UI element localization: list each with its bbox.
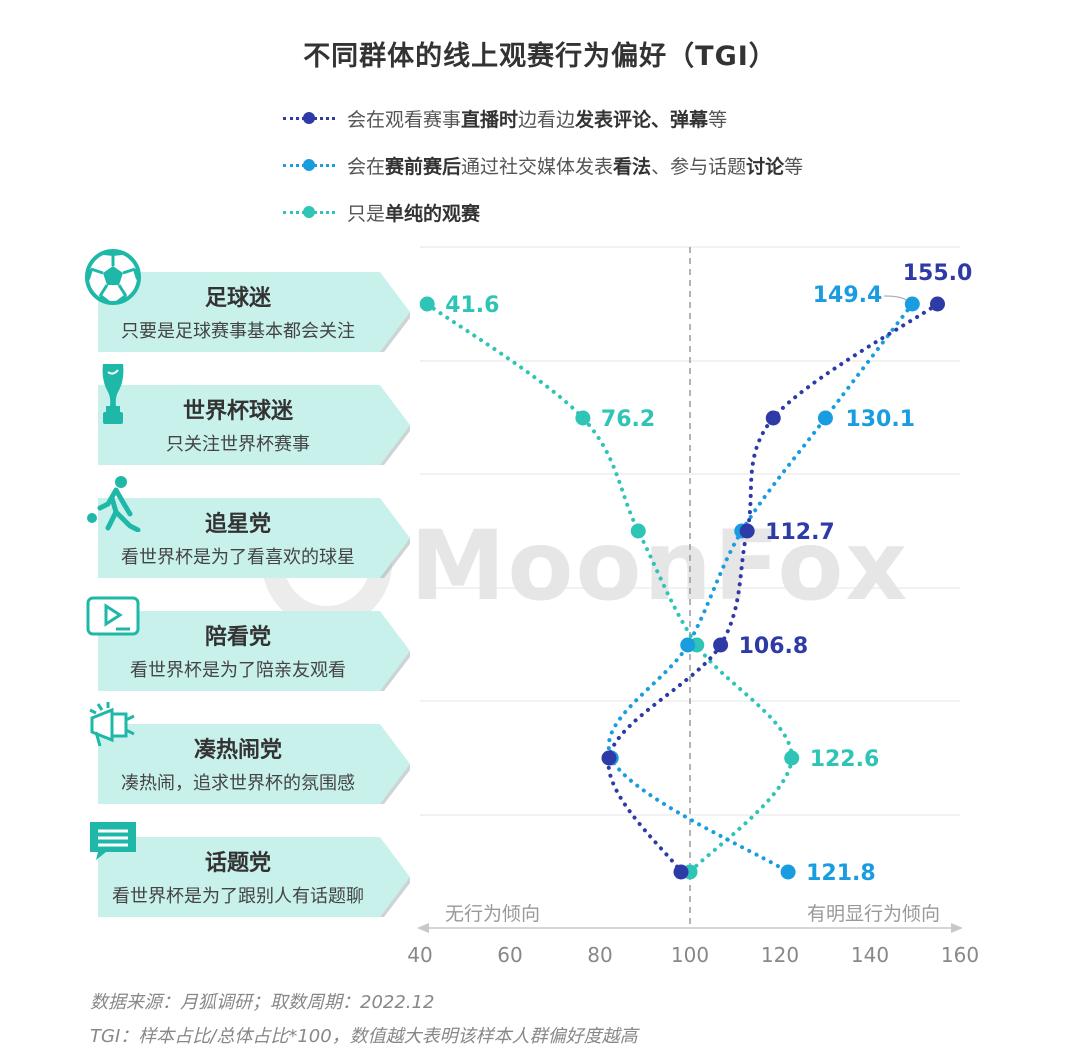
chart-title: 不同群体的线上观赛行为偏好（TGI） xyxy=(303,41,777,72)
player-kicking-icon xyxy=(87,476,141,532)
data-point-s0-3 xyxy=(713,637,729,653)
data-label-s1-5: 121.8 xyxy=(806,861,876,886)
data-label-s0-2: 112.7 xyxy=(765,520,835,545)
legend-item-live-comment: 会在观看赛事直播时边看边发表评论、弹幕等 xyxy=(283,103,727,133)
data-label-s2-0: 41.6 xyxy=(445,293,499,318)
group-desc: 只要是足球赛事基本都会关注 xyxy=(121,321,355,342)
x-axis-arrow-right xyxy=(951,923,963,933)
group-desc: 只关注世界杯赛事 xyxy=(166,434,310,455)
x-tick-label: 120 xyxy=(761,943,799,967)
data-point-s1-1 xyxy=(817,410,833,426)
legend-swatch-navy xyxy=(283,111,335,125)
video-play-icon xyxy=(86,596,140,636)
group-card-star-chasers: 追星党 看世界杯是为了看喜欢的球星 xyxy=(98,498,410,578)
group-card-companions: 陪看党 看世界杯是为了陪亲友观看 xyxy=(98,611,410,691)
footnote-source: 数据来源：月狐调研；取数周期：2022.12 xyxy=(90,992,435,1013)
axis-note-left: 无行为倾向 xyxy=(445,903,540,925)
data-point-s2-4 xyxy=(784,750,800,766)
legend-swatch-teal xyxy=(283,205,335,219)
group-desc: 看世界杯是为了看喜欢的球星 xyxy=(121,547,355,568)
trophy-icon xyxy=(102,364,124,424)
data-point-s0-2 xyxy=(739,523,755,539)
legend-label: 会在赛前赛后通过社交媒体发表看法、参与话题讨论等 xyxy=(347,155,804,178)
data-point-s1-0 xyxy=(904,296,920,312)
data-point-s0-1 xyxy=(765,410,781,426)
data-label-s1-1: 130.1 xyxy=(845,407,915,432)
axis-note-right: 有明显行为倾向 xyxy=(807,903,940,925)
group-card-joiners: 凑热闹党 凑热闹，追求世界杯的氛围感 xyxy=(98,724,410,804)
group-card-football-fans: 足球迷 只要是足球赛事基本都会关注 xyxy=(98,272,410,352)
group-name: 世界杯球迷 xyxy=(182,399,293,424)
data-point-s0-4 xyxy=(601,750,617,766)
data-point-s1-5 xyxy=(780,864,796,880)
data-point-s2-1 xyxy=(575,410,591,426)
group-name: 话题党 xyxy=(204,851,271,876)
data-point-s2-0 xyxy=(419,296,435,312)
group-name: 追星党 xyxy=(204,512,271,537)
leader-line-149 xyxy=(884,295,907,301)
chat-bubble-icon xyxy=(90,822,136,860)
x-tick-label: 100 xyxy=(671,943,709,967)
series-line-2 xyxy=(425,302,794,874)
footnote-tgi: TGI：样本占比/总体占比*100，数值越大表明该样本人群偏好度越高 xyxy=(90,1026,638,1047)
group-desc: 看世界杯是为了跟别人有话题聊 xyxy=(112,886,364,907)
group-name: 足球迷 xyxy=(204,286,271,311)
soccer-ball-icon xyxy=(85,249,141,305)
data-point-s0-5 xyxy=(673,864,689,880)
data-point-s0-0 xyxy=(930,296,945,312)
x-tick-label: 40 xyxy=(407,943,432,967)
data-label-s0-3: 106.8 xyxy=(739,634,809,659)
group-name: 凑热闹党 xyxy=(193,738,282,763)
data-label-s1-0: 149.4 xyxy=(813,283,883,308)
group-card-worldcup-fans: 世界杯球迷 只关注世界杯赛事 xyxy=(98,385,410,465)
data-label-s2-1: 76.2 xyxy=(601,407,655,432)
group-name: 陪看党 xyxy=(204,625,271,650)
x-tick-label: 80 xyxy=(587,943,612,967)
x-tick-label: 60 xyxy=(497,943,522,967)
legend-item-social-discussion: 会在赛前赛后通过社交媒体发表看法、参与话题讨论等 xyxy=(283,150,803,180)
data-label-s0-0: 155.0 xyxy=(903,261,973,286)
group-desc: 看世界杯是为了陪亲友观看 xyxy=(130,660,346,681)
x-tick-label: 160 xyxy=(941,943,979,967)
legend-label: 只是单纯的观赛 xyxy=(347,202,481,225)
data-point-s1-3 xyxy=(680,637,696,653)
x-axis-arrow-left xyxy=(417,923,429,933)
megaphone-icon xyxy=(89,702,135,747)
legend-swatch-blue xyxy=(283,158,335,172)
watermark: MoonFox xyxy=(410,510,910,622)
data-point-s2-2 xyxy=(630,523,646,539)
group-card-topic-seekers: 话题党 看世界杯是为了跟别人有话题聊 xyxy=(98,837,410,917)
legend-item-pure-viewing: 只是单纯的观赛 xyxy=(283,197,480,227)
x-tick-label: 140 xyxy=(851,943,889,967)
data-label-s2-4: 122.6 xyxy=(810,747,880,772)
legend-label: 会在观看赛事直播时边看边发表评论、弹幕等 xyxy=(347,108,728,131)
group-desc: 凑热闹，追求世界杯的氛围感 xyxy=(121,773,355,794)
